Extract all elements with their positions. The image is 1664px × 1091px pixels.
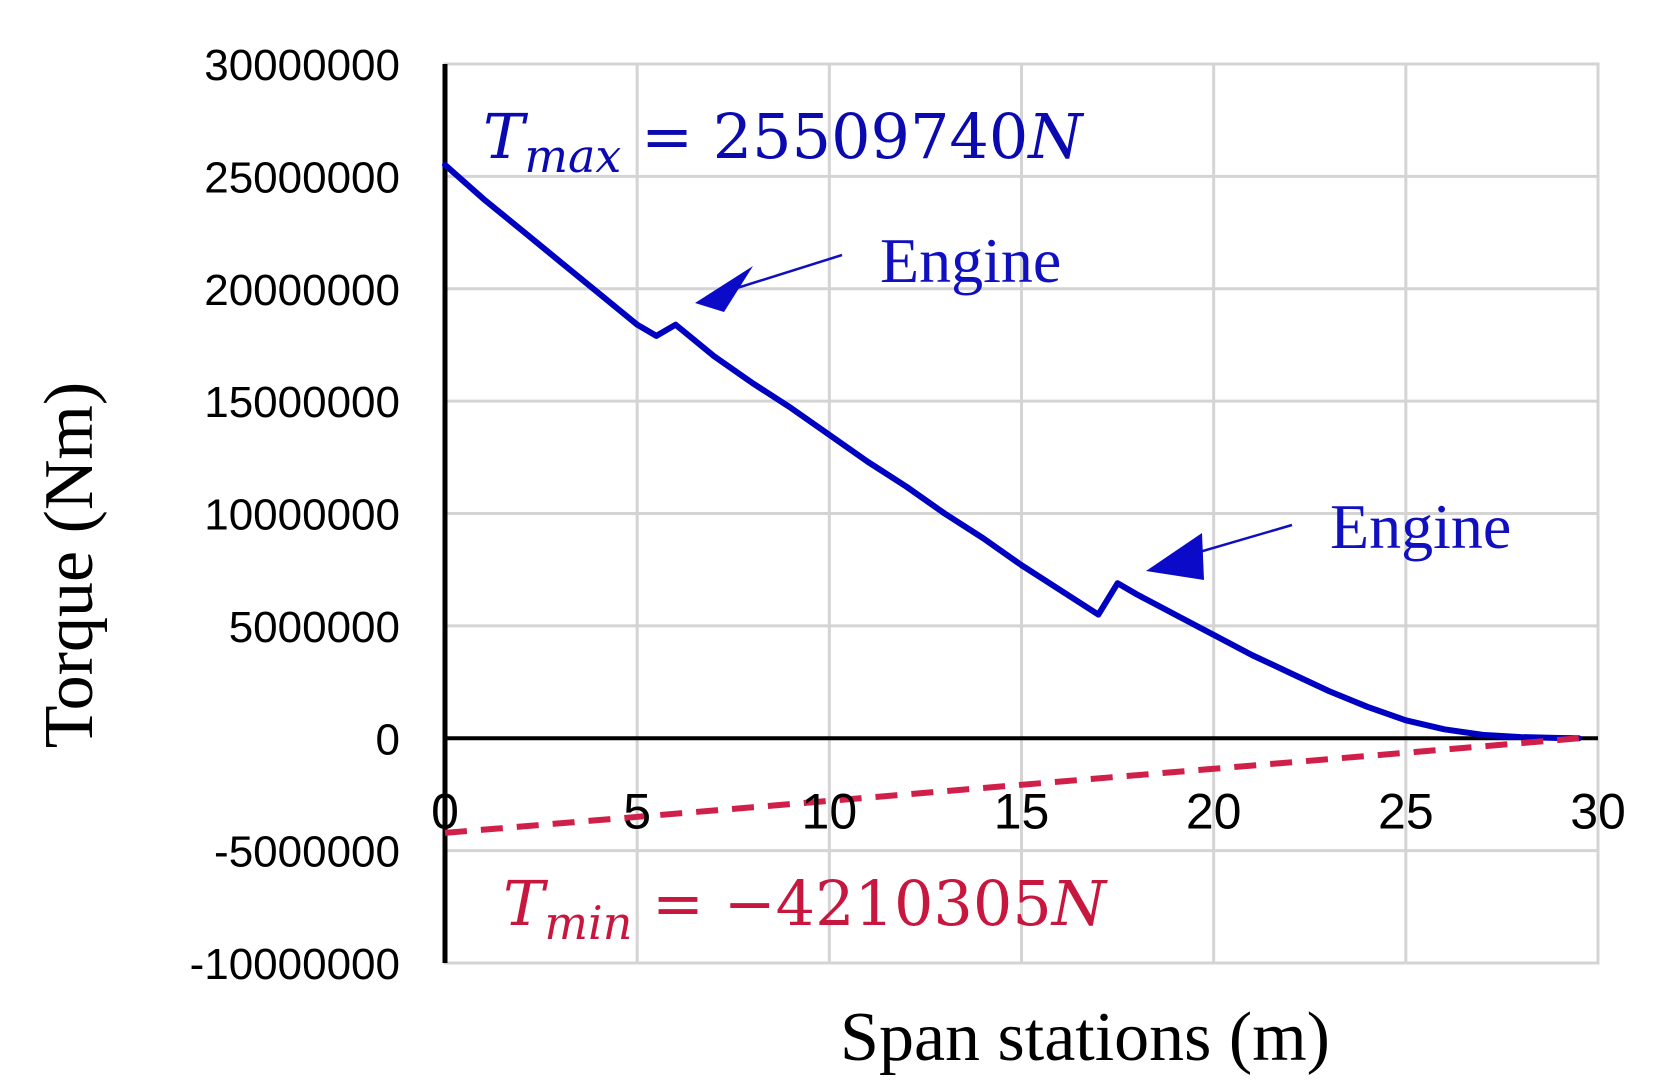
y-tick-label: -10000000 — [190, 940, 400, 989]
y-tick-label: -5000000 — [214, 828, 400, 877]
engine-label-2: Engine — [1330, 491, 1511, 562]
plot-frame — [442, 62, 1600, 965]
y-tick-label: 10000000 — [204, 491, 400, 540]
tmin-sub: min — [544, 896, 632, 950]
x-axis-title: Span stations (m) — [840, 999, 1330, 1076]
tmax-eq: = 25509740 — [621, 100, 1028, 173]
y-tick-label: 15000000 — [204, 378, 400, 427]
tmin-label: Tmin = −4210305N — [503, 867, 1109, 950]
tmax-label: Tmax = 25509740N — [483, 100, 1085, 183]
y-tick-label: 25000000 — [204, 153, 400, 202]
tmax-symbol: T — [483, 100, 529, 173]
y-tick-label: 5000000 — [229, 603, 400, 652]
engine-arrow-2-head — [1146, 533, 1204, 580]
engine-annotation-2: Engine — [1146, 491, 1511, 580]
y-tick-labels: 30000000 25000000 20000000 15000000 10000000… — [190, 41, 400, 989]
tmax-sub: max — [524, 129, 621, 183]
engine-annotation-1: Engine — [695, 225, 1061, 312]
x-tick-label: 20 — [1186, 783, 1242, 839]
y-axis-title: Torque (Nm) — [31, 382, 108, 748]
series-layer — [442, 161, 1582, 836]
y-tick-label: 0 — [376, 715, 400, 764]
x-tick-label: 15 — [994, 783, 1050, 839]
tmax-series-line — [442, 161, 1582, 742]
x-tick-label: 30 — [1570, 783, 1626, 839]
x-tick-label: 25 — [1378, 783, 1434, 839]
tmin-series-line — [444, 735, 1580, 836]
x-tick-label: 10 — [802, 783, 858, 839]
tmin-unit: N — [1050, 867, 1109, 940]
y-tick-label: 20000000 — [204, 266, 400, 315]
y-tick-label: 30000000 — [204, 41, 400, 90]
tmin-symbol: T — [503, 867, 549, 940]
engine-label-1: Engine — [880, 225, 1061, 296]
tmax-unit: N — [1026, 100, 1085, 173]
tmin-eq: = −4210305 — [632, 867, 1051, 940]
x-tick-labels: 0 5 10 15 20 25 30 — [431, 783, 1626, 839]
engine-arrow-1-head — [695, 266, 753, 312]
x-tick-label: 5 — [623, 783, 651, 839]
x-tick-label: 0 — [431, 783, 459, 839]
